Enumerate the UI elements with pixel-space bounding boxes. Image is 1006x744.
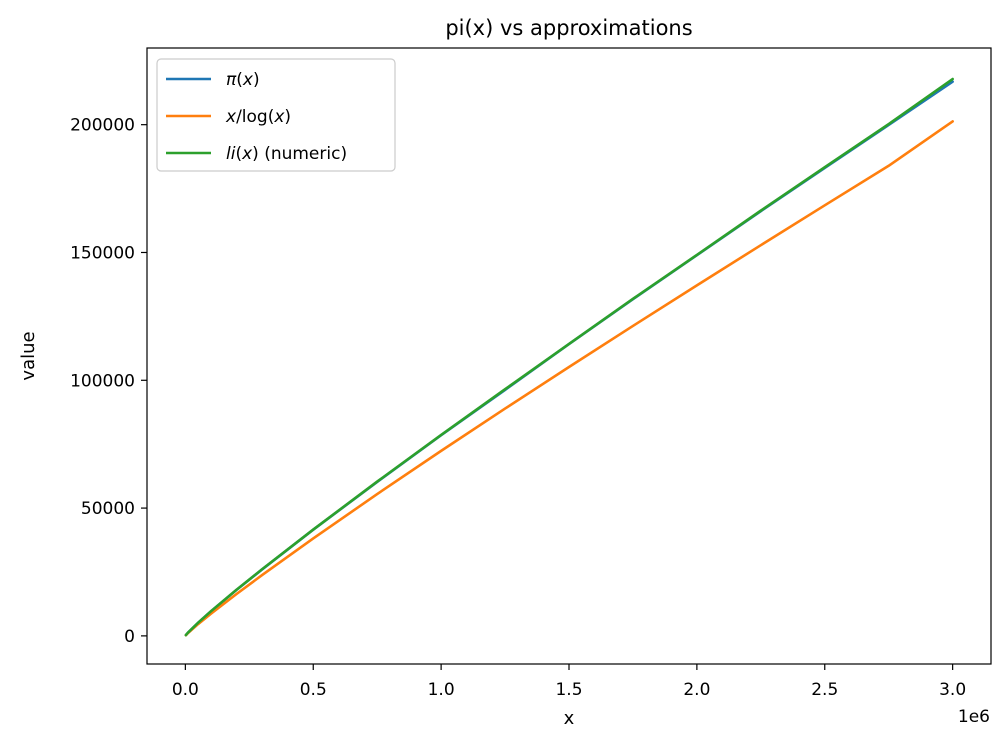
x-tick-label: 0.5 [300, 680, 327, 700]
legend: π(x) x/log(x) li(x) (numeric) [156, 58, 396, 172]
y-tick-label: 100000 [70, 371, 135, 391]
x-tick-label: 3.0 [939, 680, 966, 700]
x-tick-label: 1.0 [428, 680, 455, 700]
x-tick-label: 0.0 [172, 680, 199, 700]
x-tick-label: 2.5 [811, 680, 838, 700]
x-tick-label: 2.0 [683, 680, 710, 700]
chart-title: pi(x) vs approximations [445, 16, 692, 40]
legend-label-0: π(x) [226, 70, 260, 90]
x-axis-offset-label: 1e6 [958, 707, 990, 727]
legend-box [156, 58, 396, 172]
legend-label-2: li(x) (numeric) [226, 144, 347, 164]
x-axis: 0.0 0.5 1.0 1.5 2.0 2.5 3.0 [172, 664, 966, 700]
y-tick-label: 50000 [81, 499, 135, 519]
series-layer [184, 77, 954, 637]
legend-label-1: x/log(x) [225, 107, 291, 127]
series-line-2 [184, 77, 954, 637]
x-axis-label: x [564, 708, 575, 729]
y-tick-label: 150000 [70, 243, 135, 263]
x-tick-label: 1.5 [555, 680, 582, 700]
y-axis: 0 50000 100000 150000 200000 [70, 116, 147, 647]
y-axis-label: value [18, 331, 39, 380]
y-tick-label: 0 [124, 627, 135, 647]
y-tick-label: 200000 [70, 116, 135, 136]
series-line-1 [184, 120, 954, 637]
